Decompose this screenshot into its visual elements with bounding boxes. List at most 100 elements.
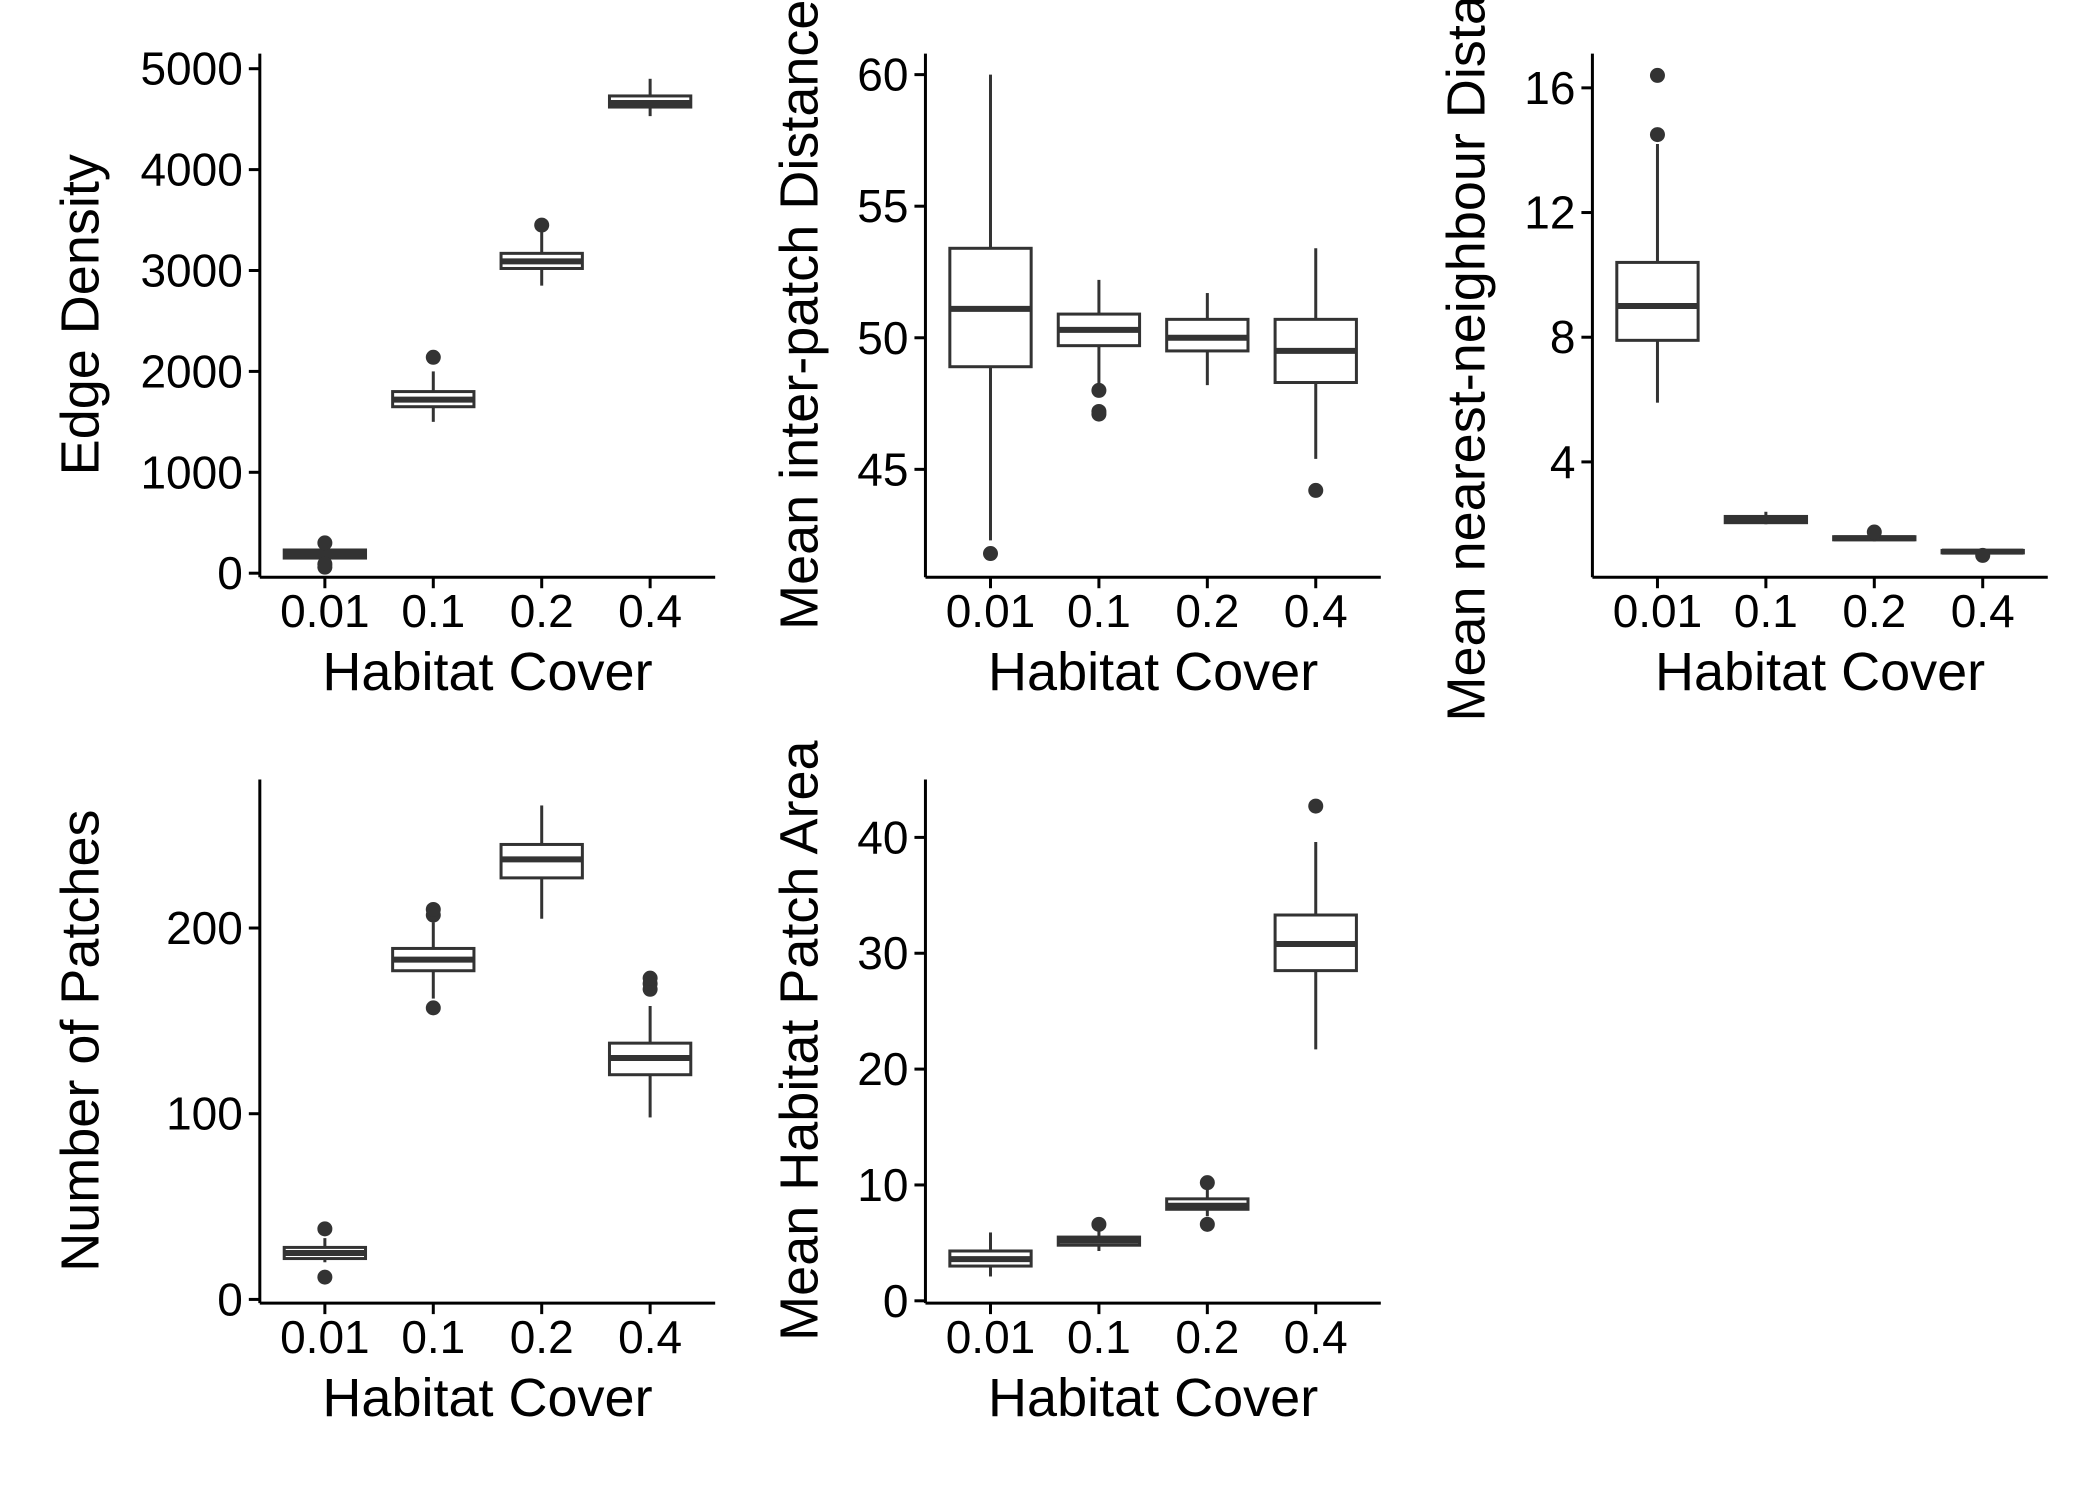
box-0.2 (1832, 524, 1917, 542)
outlier-point (425, 349, 441, 365)
y-tick-label: 12 (1524, 187, 1575, 239)
x-tick-label: 0.1 (401, 585, 465, 637)
y-tick-label: 0 (217, 547, 243, 599)
chart-panel-1: 0 1000 2000 3000 4000 5000 0.01 0.1 0.2 0.4Habita… (50, 43, 716, 702)
outlier-point (1866, 524, 1882, 540)
x-tick-label: 0.01 (946, 1311, 1036, 1363)
x-tick-label: 0.1 (1067, 1311, 1131, 1363)
outlier-point (1649, 67, 1665, 83)
outlier-point (1649, 127, 1665, 143)
y-tick-label: 20 (857, 1043, 908, 1095)
outlier-point (1308, 798, 1324, 814)
outlier-point (1091, 403, 1107, 419)
box-0.4 (607, 78, 693, 117)
outlier-point (1091, 1216, 1107, 1232)
x-tick-label: 0.1 (1734, 585, 1798, 637)
x-tick-label: 0.01 (280, 585, 370, 637)
y-tick-label: 10 (857, 1159, 908, 1211)
box-0.1 (1056, 279, 1142, 422)
y-axis-title: Mean inter-patch Distance (770, 0, 830, 630)
outlier-point (1199, 1216, 1215, 1232)
y-tick-label: 1000 (140, 446, 242, 498)
box-0.2 (1165, 293, 1250, 386)
y-tick-label: 4 (1550, 436, 1576, 488)
x-tick-label: 0.4 (1284, 585, 1348, 637)
y-tick-label: 0 (883, 1275, 909, 1327)
box-0.4 (1940, 547, 2025, 563)
x-tick-label: 0.4 (1951, 585, 2015, 637)
y-tick-label: 45 (857, 443, 908, 495)
y-tick-label: 40 (857, 811, 908, 863)
x-tick-label: 0.01 (1613, 585, 1703, 637)
box-0.01 (1615, 67, 1700, 403)
y-tick-label: 30 (857, 927, 908, 979)
box-iqr (1615, 260, 1700, 342)
y-tick-label: 16 (1524, 62, 1575, 114)
box-0.1 (1723, 511, 1809, 525)
x-tick-label: 0.4 (1284, 1311, 1348, 1363)
box-0.01 (282, 1221, 368, 1285)
outlier-point (1975, 547, 1991, 563)
x-tick-label: 0.01 (280, 1311, 370, 1363)
outlier-point (425, 1000, 441, 1016)
outlier-point (425, 901, 441, 917)
x-axis-title: Habitat Cover (988, 1368, 1318, 1428)
box-0.2 (1165, 1175, 1250, 1232)
box-0.01 (948, 74, 1033, 562)
box-0.1 (1056, 1216, 1142, 1251)
outlier-point (1091, 382, 1107, 398)
outlier-point (642, 970, 658, 986)
x-axis-title: Habitat Cover (988, 642, 1318, 702)
outlier-point (534, 217, 550, 233)
x-tick-label: 0.2 (1842, 585, 1906, 637)
outlier-point (1308, 482, 1324, 498)
x-axis-title: Habitat Cover (322, 1368, 652, 1428)
box-0.4 (1273, 798, 1358, 1050)
box-0.1 (391, 349, 476, 422)
x-tick-label: 0.1 (1067, 585, 1131, 637)
y-axis-title: Edge Density (50, 154, 110, 475)
box-0.01 (282, 535, 368, 575)
x-tick-label: 0.4 (618, 1311, 682, 1363)
y-tick-label: 60 (857, 49, 908, 101)
y-tick-label: 5000 (140, 43, 242, 95)
x-tick-label: 0.2 (510, 585, 574, 637)
y-tick-label: 2000 (140, 345, 242, 397)
y-axis-title: Number of Patches (50, 810, 110, 1272)
y-tick-label: 50 (857, 312, 908, 364)
y-tick-label: 4000 (140, 144, 242, 196)
y-tick-label: 100 (166, 1088, 243, 1140)
x-tick-label: 0.2 (1175, 585, 1239, 637)
x-tick-label: 0.1 (401, 1311, 465, 1363)
y-axis-title: Mean Habitat Patch Area (770, 739, 830, 1340)
y-tick-label: 55 (857, 180, 908, 232)
box-0.1 (391, 901, 476, 1016)
box-0.01 (948, 1232, 1033, 1277)
y-tick-label: 0 (217, 1273, 243, 1325)
outlier-point (317, 556, 333, 572)
x-axis-title: Habitat Cover (322, 642, 652, 702)
x-tick-label: 0.4 (618, 585, 682, 637)
x-axis-title: Habitat Cover (1655, 642, 1985, 702)
outlier-point (317, 535, 333, 551)
y-tick-label: 200 (166, 902, 243, 954)
x-tick-label: 0.2 (1175, 1311, 1239, 1363)
x-tick-label: 0.2 (510, 1311, 574, 1363)
box-0.4 (1273, 248, 1358, 498)
y-axis-title: Mean nearest-neighbour Distance (1437, 0, 1497, 721)
outlier-point (317, 1269, 333, 1285)
box-0.4 (607, 970, 693, 1118)
box-0.2 (499, 217, 584, 286)
box-0.2 (499, 805, 584, 919)
outlier-point (1199, 1175, 1215, 1191)
y-tick-label: 8 (1550, 311, 1576, 363)
x-tick-label: 0.01 (946, 585, 1036, 637)
outlier-point (982, 546, 998, 562)
outlier-point (317, 1221, 333, 1237)
